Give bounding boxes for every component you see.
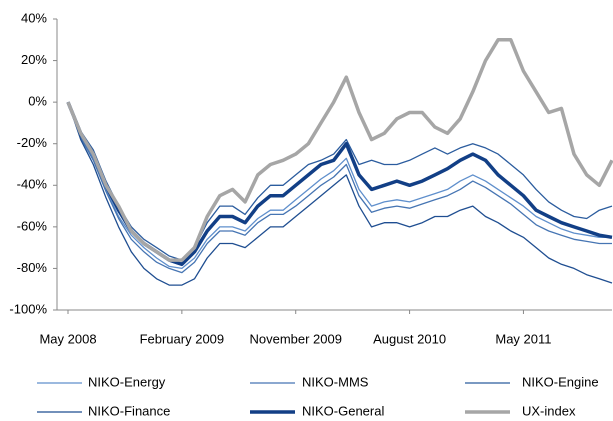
x-tick-label: May 2011 <box>495 331 551 346</box>
y-tick-label: -60% <box>17 218 48 233</box>
series-line <box>67 101 612 270</box>
series-line <box>67 101 613 286</box>
legend-label: NIKO-Engine <box>522 374 599 389</box>
x-tick-label: November 2009 <box>249 331 342 346</box>
legend-label: NIKO-Finance <box>88 403 170 418</box>
y-tick-label: -40% <box>17 177 48 192</box>
y-tick-label: 20% <box>21 52 47 67</box>
y-tick-label: -80% <box>17 260 48 275</box>
x-tick-label: February 2009 <box>140 331 225 346</box>
y-tick-label: -100% <box>9 301 47 316</box>
series-line <box>66 38 613 262</box>
series-line <box>67 101 612 274</box>
x-tick-label: May 2008 <box>39 331 96 346</box>
legend-label: NIKO-Energy <box>88 374 166 389</box>
x-tick-label: August 2010 <box>373 331 446 346</box>
legend-label: NIKO-General <box>302 403 384 418</box>
y-tick-label: 40% <box>21 10 47 25</box>
legend-label: UX-index <box>522 403 576 418</box>
y-tick-label: 0% <box>28 94 47 109</box>
y-tick-label: -20% <box>17 135 48 150</box>
series-line <box>67 101 613 261</box>
legend-label: NIKO-MMS <box>302 374 369 389</box>
